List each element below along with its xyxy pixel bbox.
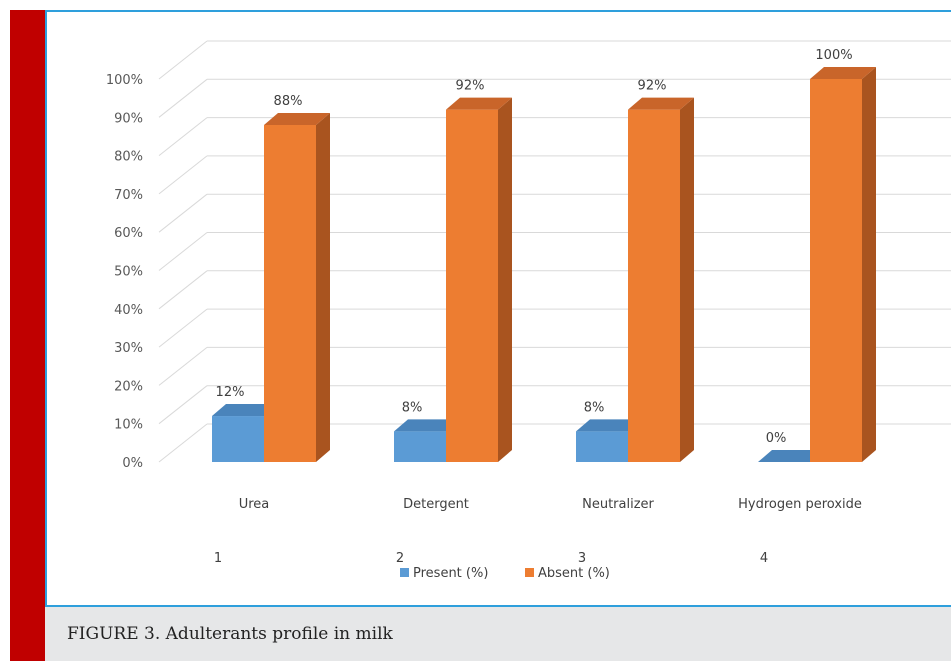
- bar-top-face: [264, 112, 330, 125]
- data-label-absent: 100%: [815, 48, 852, 63]
- bar-absent-2: [446, 97, 512, 462]
- bar-layer: [212, 67, 876, 463]
- legend-label-absent: Absent (%): [538, 566, 610, 581]
- y-tick-label: 90%: [114, 111, 143, 126]
- y-tick-label: 10%: [114, 418, 143, 433]
- data-label-present: 8%: [402, 400, 423, 415]
- bar-top-face: [212, 404, 278, 417]
- y-tick-label: 100%: [106, 73, 143, 88]
- x-category-number: 4: [760, 551, 768, 566]
- y-tick-label: 60%: [114, 226, 143, 241]
- y-tick-label: 30%: [114, 341, 143, 356]
- data-label-present: 0%: [766, 431, 787, 446]
- bar-top-face: [394, 419, 460, 432]
- bar-front-face: [576, 431, 628, 462]
- y-tick-label: 40%: [114, 303, 143, 318]
- legend-swatch-present: [400, 568, 409, 577]
- y-tick-label: 20%: [114, 379, 143, 394]
- bar-front-face: [264, 124, 316, 463]
- data-label-absent: 88%: [274, 94, 303, 109]
- bar-top-face: [810, 67, 876, 79]
- bar-present-4: [758, 450, 824, 462]
- gridline-diagonal: [158, 40, 208, 80]
- bar-chart: 0%10%20%30%40%50%60%70%80%90%100%12%88%U…: [106, 40, 951, 581]
- legend-label-present: Present (%): [413, 566, 488, 581]
- gridline-diagonal: [158, 193, 208, 233]
- bar-absent-3: [628, 97, 694, 462]
- gridline-diagonal: [158, 347, 208, 386]
- x-category-label: Urea: [239, 497, 270, 512]
- bar-front-face: [394, 431, 446, 462]
- x-category-label: Detergent: [403, 497, 469, 512]
- x-category-label: Neutralizer: [582, 497, 654, 512]
- y-tick-label: 50%: [114, 265, 143, 280]
- bar-top-face: [758, 450, 824, 462]
- bar-front-face: [628, 109, 680, 462]
- gridline-diagonal: [158, 78, 208, 118]
- bar-top-face: [628, 97, 694, 110]
- bar-side-face: [498, 97, 512, 462]
- y-tick-label: 70%: [114, 188, 143, 203]
- bar-side-face: [862, 67, 876, 462]
- bar-front-face: [446, 109, 498, 462]
- bar-top-face: [446, 97, 512, 110]
- gridline-diagonal: [158, 232, 208, 271]
- chart-frame: 0% 10% 20% 30% 40% 50% 60% 70% 80% 90% 100% 12% 88% U…: [45, 10, 951, 607]
- x-category-number: 1: [214, 551, 222, 566]
- data-label-present: 12%: [216, 385, 245, 400]
- gridline-diagonal: [158, 117, 208, 156]
- gridline-diagonal: [158, 423, 208, 463]
- y-tick-label: 80%: [114, 150, 143, 165]
- x-category-number: 2: [396, 551, 404, 566]
- caption-text: FIGURE 3. Adulterants profile in milk: [67, 624, 393, 644]
- data-label-absent: 92%: [456, 79, 485, 94]
- data-label-absent: 92%: [638, 79, 667, 94]
- y-tick-label: 0%: [122, 456, 143, 471]
- figure-caption: FIGURE 3. Adulterants profile in milk: [45, 607, 951, 661]
- x-category-number: 3: [578, 551, 586, 566]
- bar-side-face: [316, 112, 330, 463]
- bar-absent-4: [810, 67, 876, 462]
- side-accent-bar: [10, 10, 45, 661]
- gridline-diagonal: [158, 308, 208, 348]
- bar-front-face: [810, 79, 862, 462]
- gridline-diagonal: [158, 270, 208, 310]
- bar-front-face: [212, 416, 264, 462]
- bar-absent-1: [264, 112, 330, 463]
- text-layer: 0%10%20%30%40%50%60%70%80%90%100%12%88%U…: [106, 48, 862, 581]
- bar-top-face: [576, 419, 642, 432]
- data-label-present: 8%: [584, 400, 605, 415]
- legend-swatch-absent: [525, 568, 534, 577]
- gridline-diagonal: [158, 385, 208, 425]
- x-category-label: Hydrogen peroxide: [738, 497, 862, 512]
- gridline-diagonal: [158, 155, 208, 195]
- bar-side-face: [680, 97, 694, 462]
